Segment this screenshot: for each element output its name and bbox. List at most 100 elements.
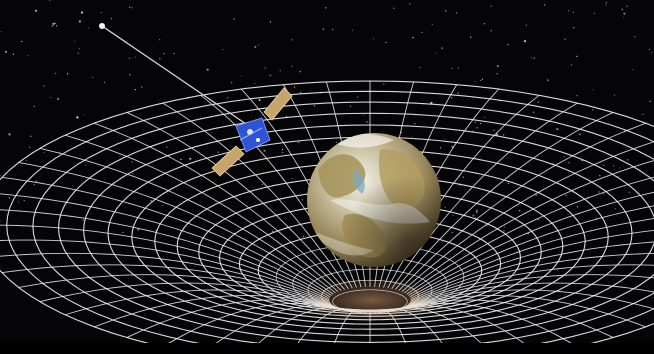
grid-spoke — [410, 241, 654, 302]
star — [495, 133, 499, 136]
grid-spoke — [401, 141, 654, 293]
star — [301, 199, 303, 201]
star — [533, 57, 535, 59]
star — [576, 95, 578, 97]
star — [122, 231, 124, 234]
star — [357, 96, 359, 98]
grid-spoke — [0, 209, 330, 299]
star — [614, 208, 616, 210]
star — [233, 18, 235, 20]
star — [366, 121, 368, 123]
star — [322, 28, 325, 31]
star — [33, 184, 35, 186]
star — [325, 7, 327, 9]
star — [83, 114, 85, 116]
star — [59, 151, 61, 153]
star — [335, 141, 337, 143]
star — [55, 72, 57, 74]
grid-spoke — [395, 111, 614, 290]
star — [43, 85, 45, 87]
star — [627, 159, 629, 161]
star — [649, 48, 651, 50]
star — [217, 151, 219, 153]
star — [80, 11, 84, 14]
star — [272, 230, 274, 232]
star — [78, 48, 81, 50]
star — [619, 167, 621, 169]
star — [628, 191, 631, 193]
star — [12, 53, 14, 55]
star — [150, 200, 152, 202]
star — [78, 20, 81, 23]
satellite — [99, 23, 293, 177]
star — [291, 39, 293, 41]
star — [568, 162, 570, 164]
star — [293, 86, 296, 88]
starfield — [0, 0, 653, 237]
star — [632, 69, 634, 71]
star — [57, 97, 60, 100]
star — [257, 44, 259, 46]
star — [55, 25, 58, 27]
star — [291, 178, 293, 180]
star — [493, 129, 495, 131]
star — [189, 157, 192, 160]
grid-spoke — [410, 229, 654, 301]
grid-spoke — [387, 94, 540, 289]
star — [129, 74, 131, 76]
star — [409, 3, 411, 5]
star — [455, 12, 458, 14]
star — [564, 38, 566, 40]
star — [430, 101, 433, 105]
star — [556, 128, 559, 131]
star — [537, 101, 539, 103]
star — [66, 73, 69, 75]
star — [457, 92, 459, 94]
grid-spoke — [162, 102, 349, 290]
star — [547, 80, 549, 82]
star — [472, 130, 474, 132]
star — [441, 47, 444, 50]
star — [606, 2, 608, 4]
star — [581, 160, 583, 162]
star — [131, 7, 133, 9]
star — [162, 205, 164, 207]
star — [544, 4, 546, 6]
star — [299, 71, 301, 73]
grid-spoke — [409, 205, 654, 298]
star — [33, 105, 35, 107]
star — [634, 36, 636, 38]
star — [592, 109, 594, 111]
star — [452, 214, 454, 217]
star — [578, 133, 580, 135]
star — [141, 86, 143, 88]
star — [593, 12, 596, 14]
star — [82, 219, 84, 221]
star — [137, 228, 140, 231]
grid-spoke — [409, 253, 654, 304]
star — [50, 97, 52, 99]
star — [503, 230, 505, 232]
star — [479, 122, 482, 125]
star — [602, 193, 604, 195]
grid-spoke — [94, 122, 342, 291]
star — [231, 82, 233, 84]
star — [470, 36, 472, 38]
star — [291, 65, 293, 67]
star — [443, 138, 446, 140]
star — [573, 27, 575, 29]
star — [206, 68, 209, 71]
star — [598, 191, 600, 193]
grid-spoke — [406, 176, 654, 295]
star — [401, 131, 403, 133]
star — [363, 114, 365, 116]
star — [110, 18, 113, 20]
grid-spoke — [200, 94, 353, 289]
star — [527, 233, 529, 235]
star — [17, 201, 20, 203]
grid-spoke — [0, 252, 331, 304]
star — [30, 135, 32, 137]
star — [626, 5, 628, 7]
star — [163, 52, 165, 55]
